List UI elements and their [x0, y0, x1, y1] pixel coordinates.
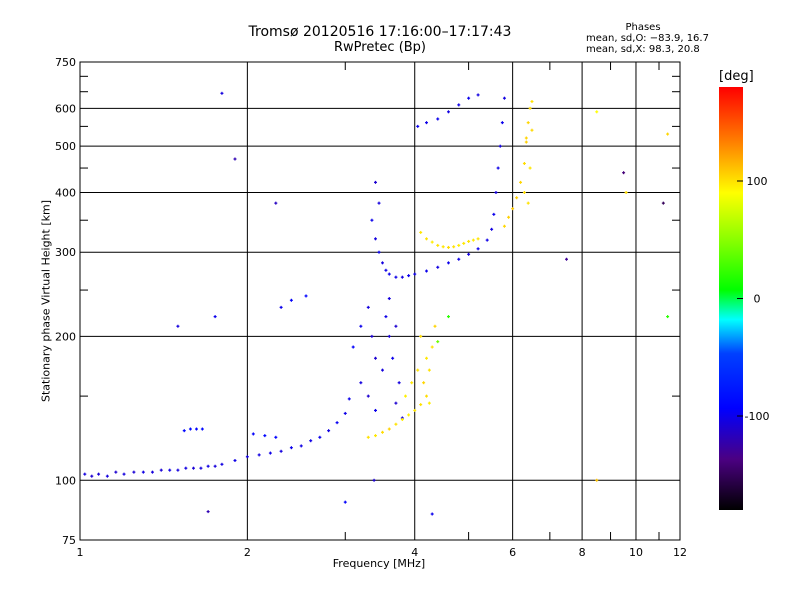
colorbar-tick-label: -100 [745, 410, 770, 423]
y-tick-label: 300 [55, 246, 76, 259]
chart-title: Tromsø 20120516 17:16:00–17:17:43 [248, 24, 512, 40]
phases-title: Phases [625, 22, 661, 33]
x-tick-label: 10 [629, 546, 643, 559]
plot-frame [79, 61, 681, 541]
colorbar-ticks: 100 0 -100 [737, 175, 769, 423]
x-tick-label: 1 [77, 546, 84, 559]
chart-subtitle: RwPretec (Bp) [333, 40, 427, 55]
y-tick-label: 75 [62, 534, 76, 547]
x-tick-label: 8 [579, 546, 586, 559]
y-tick-label: 500 [55, 140, 76, 153]
x-tick-label: 2 [244, 546, 251, 559]
colorbar-tick-label: 100 [747, 175, 768, 188]
y-tick-label: 200 [55, 330, 76, 343]
colorbar-unit-label: [deg] [719, 69, 754, 84]
data-points [83, 91, 670, 516]
x-tick-label: 4 [411, 546, 418, 559]
x-tick-label: 6 [509, 546, 516, 559]
y-tick-label: 400 [55, 186, 76, 199]
grid-lines [80, 62, 680, 540]
y-tick-label: 100 [55, 474, 76, 487]
x-tick-label: 12 [673, 546, 687, 559]
phases-o-stats: mean, sd,O: −83.9, 16.7 [586, 33, 709, 44]
colorbar-tick-label: 0 [754, 293, 761, 306]
phases-x-stats: mean, sd,X: 98.3, 20.8 [586, 44, 700, 55]
x-axis-label: Frequency [MHz] [332, 557, 426, 570]
y-tick-label: 750 [55, 56, 76, 69]
y-tick-label: 600 [55, 102, 76, 115]
